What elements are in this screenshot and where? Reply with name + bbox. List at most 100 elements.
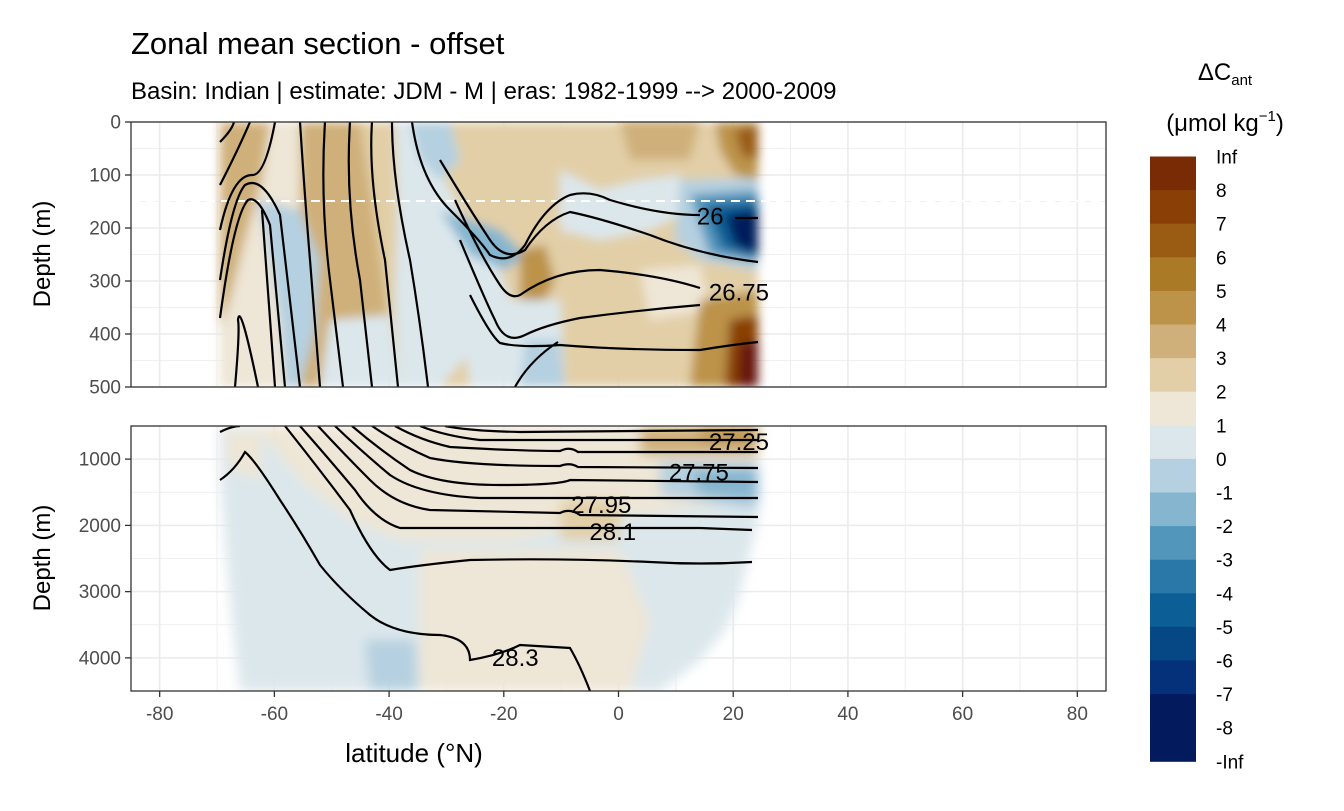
legend-label: -4 bbox=[1216, 584, 1233, 605]
contour-label: 26 bbox=[697, 203, 724, 230]
upper-isopycnals bbox=[218, 122, 759, 387]
isopycnal-line bbox=[218, 198, 287, 387]
field-region bbox=[520, 245, 555, 310]
legend-label: 8 bbox=[1216, 181, 1227, 202]
field-region bbox=[560, 500, 620, 540]
legend-key bbox=[1150, 425, 1196, 460]
legend-keys: Inf 8 7 6 5 4 3 2 1 0 -1 -2 -3 -4 -5 -6 -7 -8 -Inf bbox=[1150, 148, 1244, 773]
legend-label: -2 bbox=[1216, 517, 1233, 538]
x-tick-label: 0 bbox=[613, 704, 624, 725]
x-axis: -80 -60 -40 -20 0 20 40 60 80 bbox=[146, 691, 1088, 725]
isopycnal-line bbox=[334, 426, 758, 500]
legend-label: -3 bbox=[1216, 551, 1233, 572]
isopycnal-line bbox=[419, 426, 758, 442]
y-tick-label: 1000 bbox=[79, 450, 121, 471]
isopycnal-line bbox=[347, 122, 374, 387]
isopycnal-line bbox=[219, 122, 236, 143]
y-axis-title-upper: Depth (m) bbox=[29, 201, 56, 308]
legend-label: -7 bbox=[1216, 685, 1233, 706]
field-region bbox=[620, 122, 700, 160]
x-tick-label: 40 bbox=[837, 704, 858, 725]
legend-key bbox=[1150, 559, 1196, 594]
x-axis-title: latitude (°N) bbox=[345, 738, 483, 768]
legend-key bbox=[1150, 626, 1196, 661]
x-tick-label: -40 bbox=[375, 704, 402, 725]
legend-key bbox=[1150, 190, 1196, 225]
legend-key bbox=[1150, 290, 1196, 325]
legend-key bbox=[1150, 694, 1196, 729]
y-tick-label: 500 bbox=[89, 378, 121, 399]
isopycnal-line bbox=[514, 341, 559, 387]
field-region bbox=[690, 470, 758, 500]
isopycnal-line bbox=[394, 426, 758, 454]
legend-label: -1 bbox=[1216, 484, 1233, 505]
isopycnal-line bbox=[458, 239, 701, 339]
legend-key bbox=[1150, 324, 1196, 359]
isopycnal-line bbox=[233, 315, 260, 387]
legend-label: 2 bbox=[1216, 383, 1227, 404]
legend-label: Inf bbox=[1216, 148, 1238, 169]
y-tick-label: 4000 bbox=[79, 648, 121, 669]
contour-label: 28.3 bbox=[492, 645, 539, 672]
panel-upper-border bbox=[130, 121, 1107, 388]
legend-title: ΔCant bbox=[1198, 59, 1253, 89]
panel-upper-y-axis: 0 100 200 300 400 500 bbox=[89, 113, 131, 399]
legend-key bbox=[1150, 223, 1196, 258]
x-tick-label: 20 bbox=[723, 704, 744, 725]
isopycnal-line bbox=[317, 426, 759, 519]
x-tick-label: -80 bbox=[146, 704, 173, 725]
chart-subtitle: Basin: Indian | estimate: JDM - M | eras… bbox=[131, 78, 837, 105]
legend-label: -8 bbox=[1216, 719, 1233, 740]
y-axis-title-lower: Depth (m) bbox=[29, 505, 56, 612]
legend-label: 6 bbox=[1216, 248, 1227, 269]
isopycnal-line bbox=[260, 209, 277, 387]
isopycnal-line bbox=[284, 426, 753, 572]
panel-lower-y-axis: 1000 2000 3000 4000 bbox=[79, 450, 131, 669]
isopycnal-line bbox=[322, 122, 345, 387]
isopycnal-line bbox=[219, 122, 252, 186]
x-tick-label: 80 bbox=[1067, 704, 1088, 725]
field-region bbox=[255, 426, 758, 540]
field-region bbox=[520, 340, 565, 387]
isopycnal-line bbox=[469, 294, 759, 352]
x-tick-label: 60 bbox=[952, 704, 973, 725]
panel-lower: 1000 2000 3000 4000 bbox=[79, 425, 1107, 692]
legend-label: 5 bbox=[1216, 282, 1227, 303]
legend-key bbox=[1150, 458, 1196, 493]
isopycnal-line bbox=[410, 122, 701, 260]
field-region bbox=[725, 210, 758, 255]
legend-key bbox=[1150, 660, 1196, 695]
chart-title: Zonal mean section - offset bbox=[131, 26, 505, 61]
legend-label: -6 bbox=[1216, 652, 1233, 673]
legend-label: 1 bbox=[1216, 416, 1227, 437]
field-region bbox=[735, 125, 758, 160]
contour-label: 26.75 bbox=[709, 280, 769, 307]
isopycnal-line bbox=[351, 426, 759, 487]
legend-key bbox=[1150, 358, 1196, 393]
isopycnal-line bbox=[218, 182, 302, 387]
field-region bbox=[738, 340, 758, 387]
legend-label: 7 bbox=[1216, 215, 1227, 236]
legend-label: -Inf bbox=[1216, 752, 1244, 773]
isopycnal-line bbox=[453, 199, 701, 298]
legend-key bbox=[1150, 391, 1196, 426]
isopycnal-line bbox=[439, 159, 759, 264]
isopycnal-line bbox=[371, 426, 759, 470]
y-tick-label: 3000 bbox=[79, 582, 121, 603]
legend-label: -5 bbox=[1216, 618, 1233, 639]
legend-label: 0 bbox=[1216, 450, 1227, 471]
y-tick-label: 100 bbox=[89, 166, 121, 187]
y-tick-label: 200 bbox=[89, 219, 121, 240]
x-tick-label: -60 bbox=[261, 704, 288, 725]
legend-key bbox=[1150, 526, 1196, 561]
contour-label: 27.25 bbox=[709, 429, 769, 456]
legend-key bbox=[1150, 156, 1196, 191]
contour-label: 27.95 bbox=[571, 492, 631, 519]
lower-isopycnals bbox=[219, 426, 759, 691]
isopycnal-line bbox=[218, 122, 277, 231]
isopycnal-line bbox=[444, 426, 759, 434]
isopycnal-line bbox=[298, 122, 322, 387]
legend: ΔCant (μmol kg−1) Inf 8 7 6 5 4 3 2 1 0 -1 -2 -3 -4 -5… bbox=[1150, 59, 1284, 773]
